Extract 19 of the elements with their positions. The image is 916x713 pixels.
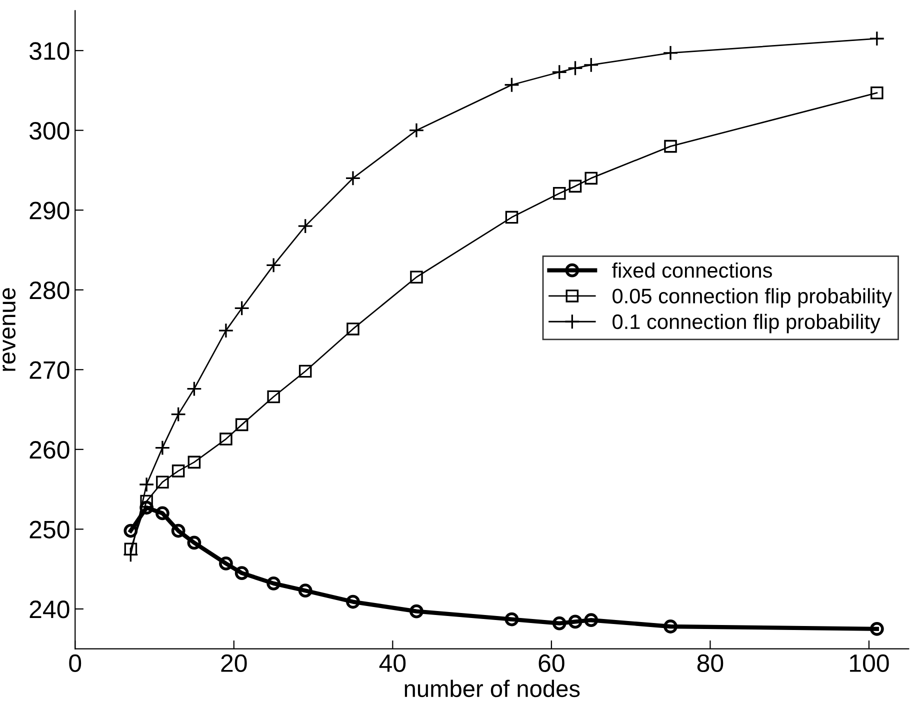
x-tick-label: 80 — [697, 654, 724, 672]
x-tick-label: 60 — [538, 654, 564, 672]
x-tick-label: 40 — [379, 654, 406, 672]
y-tick-label: 260 — [30, 441, 70, 459]
y-tick-label: 310 — [29, 42, 70, 60]
y-tick-label: 270 — [30, 361, 70, 379]
legend-label: 0.1 connection flip probability — [612, 314, 880, 334]
x-tick-label: 0 — [69, 654, 82, 672]
y-tick-label: 290 — [30, 202, 70, 220]
legend-label: 0.05 connection flip probability — [612, 288, 892, 308]
y-tick-label: 240 — [30, 600, 70, 618]
y-tick-label: 300 — [29, 122, 70, 140]
y-axis-title: revenue — [2, 288, 16, 371]
x-axis-title: number of nodes — [404, 680, 580, 698]
y-tick-label: 280 — [30, 281, 70, 300]
x-tick-label: 20 — [221, 654, 247, 672]
y-tick-label: 250 — [30, 520, 70, 538]
x-tick-label: 100 — [850, 654, 889, 672]
legend-label: fixed connections — [612, 262, 772, 278]
